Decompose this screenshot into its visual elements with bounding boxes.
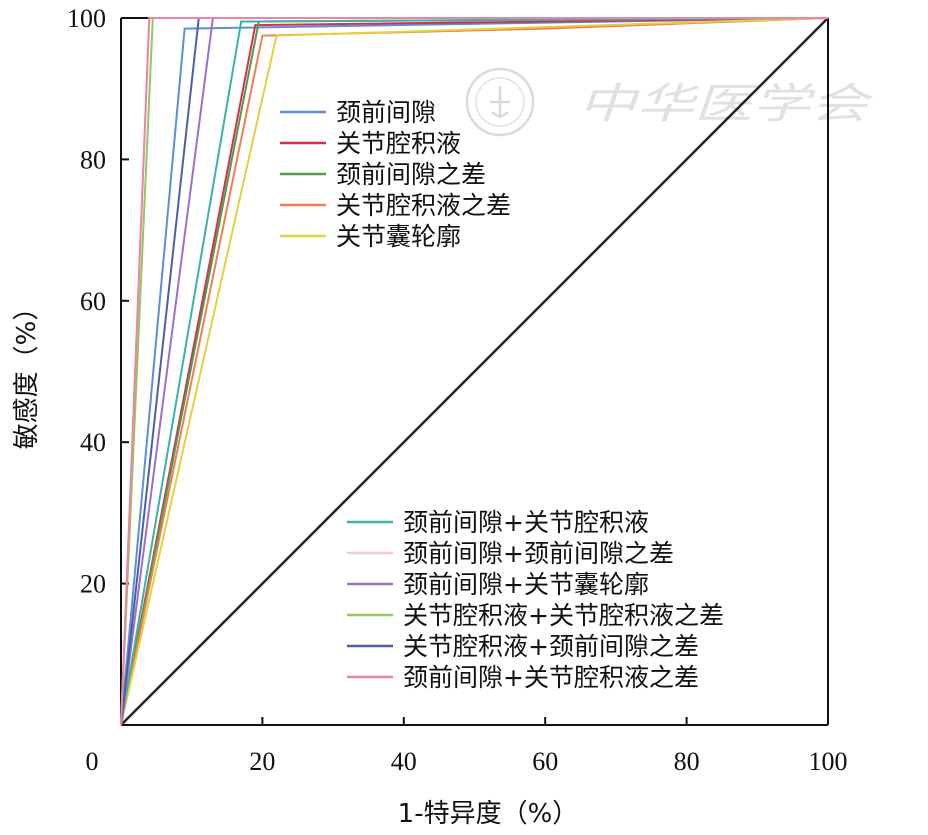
society-seal-icon <box>465 67 535 137</box>
series-line-11 <box>120 17 828 726</box>
x-tick-label: 60 <box>532 747 558 776</box>
y-tick-label: 100 <box>67 4 106 33</box>
y-tick-label: 20 <box>80 570 106 599</box>
legend-label-7: 颈前间隙+颈前间隙之差 <box>403 539 674 568</box>
series-line-5 <box>120 17 829 726</box>
legend-label-10: 关节腔积液+颈前间隙之差 <box>403 632 699 661</box>
legend-label-4: 关节腔积液之差 <box>336 191 511 220</box>
legend-label-3: 颈前间隙之差 <box>336 160 486 189</box>
legend-label-8: 颈前间隙+关节囊轮廓 <box>403 570 649 599</box>
x-axis-ticks: 0 20 40 60 80 100 <box>86 717 848 776</box>
legend-label-1: 颈前间隙 <box>336 98 436 127</box>
y-tick-label: 40 <box>80 428 106 457</box>
x-tick-label: 80 <box>674 747 700 776</box>
x-tick-label: 40 <box>391 747 417 776</box>
x-axis-title: 1-特异度（%） <box>398 799 579 829</box>
y-axis-ticks: 20 40 60 80 100 <box>67 4 129 599</box>
series-line-6 <box>120 17 829 726</box>
series-lines <box>120 17 829 726</box>
legend-lower: 颈前间隙+关节腔积液颈前间隙+颈前间隙之差颈前间隙+关节囊轮廓关节腔积液+关节腔… <box>347 508 724 692</box>
legend-label-5: 关节囊轮廓 <box>336 222 461 251</box>
x-tick-label: 20 <box>249 747 275 776</box>
y-tick-label: 80 <box>80 145 106 174</box>
x-tick-label: 100 <box>809 747 848 776</box>
reference-diagonal-line <box>120 17 829 726</box>
x-tick-label: 0 <box>86 747 99 776</box>
legend-label-9: 关节腔积液+关节腔积液之差 <box>403 601 724 630</box>
legend-label-2: 关节腔积液 <box>336 129 461 158</box>
y-tick-label: 60 <box>80 287 106 316</box>
legend-label-6: 颈前间隙+关节腔积液 <box>403 508 649 537</box>
legend-label-11: 颈前间隙+关节腔积液之差 <box>403 663 699 692</box>
y-axis-title: 敏感度（%） <box>12 295 42 450</box>
watermark: 中华医学会 <box>465 67 874 137</box>
